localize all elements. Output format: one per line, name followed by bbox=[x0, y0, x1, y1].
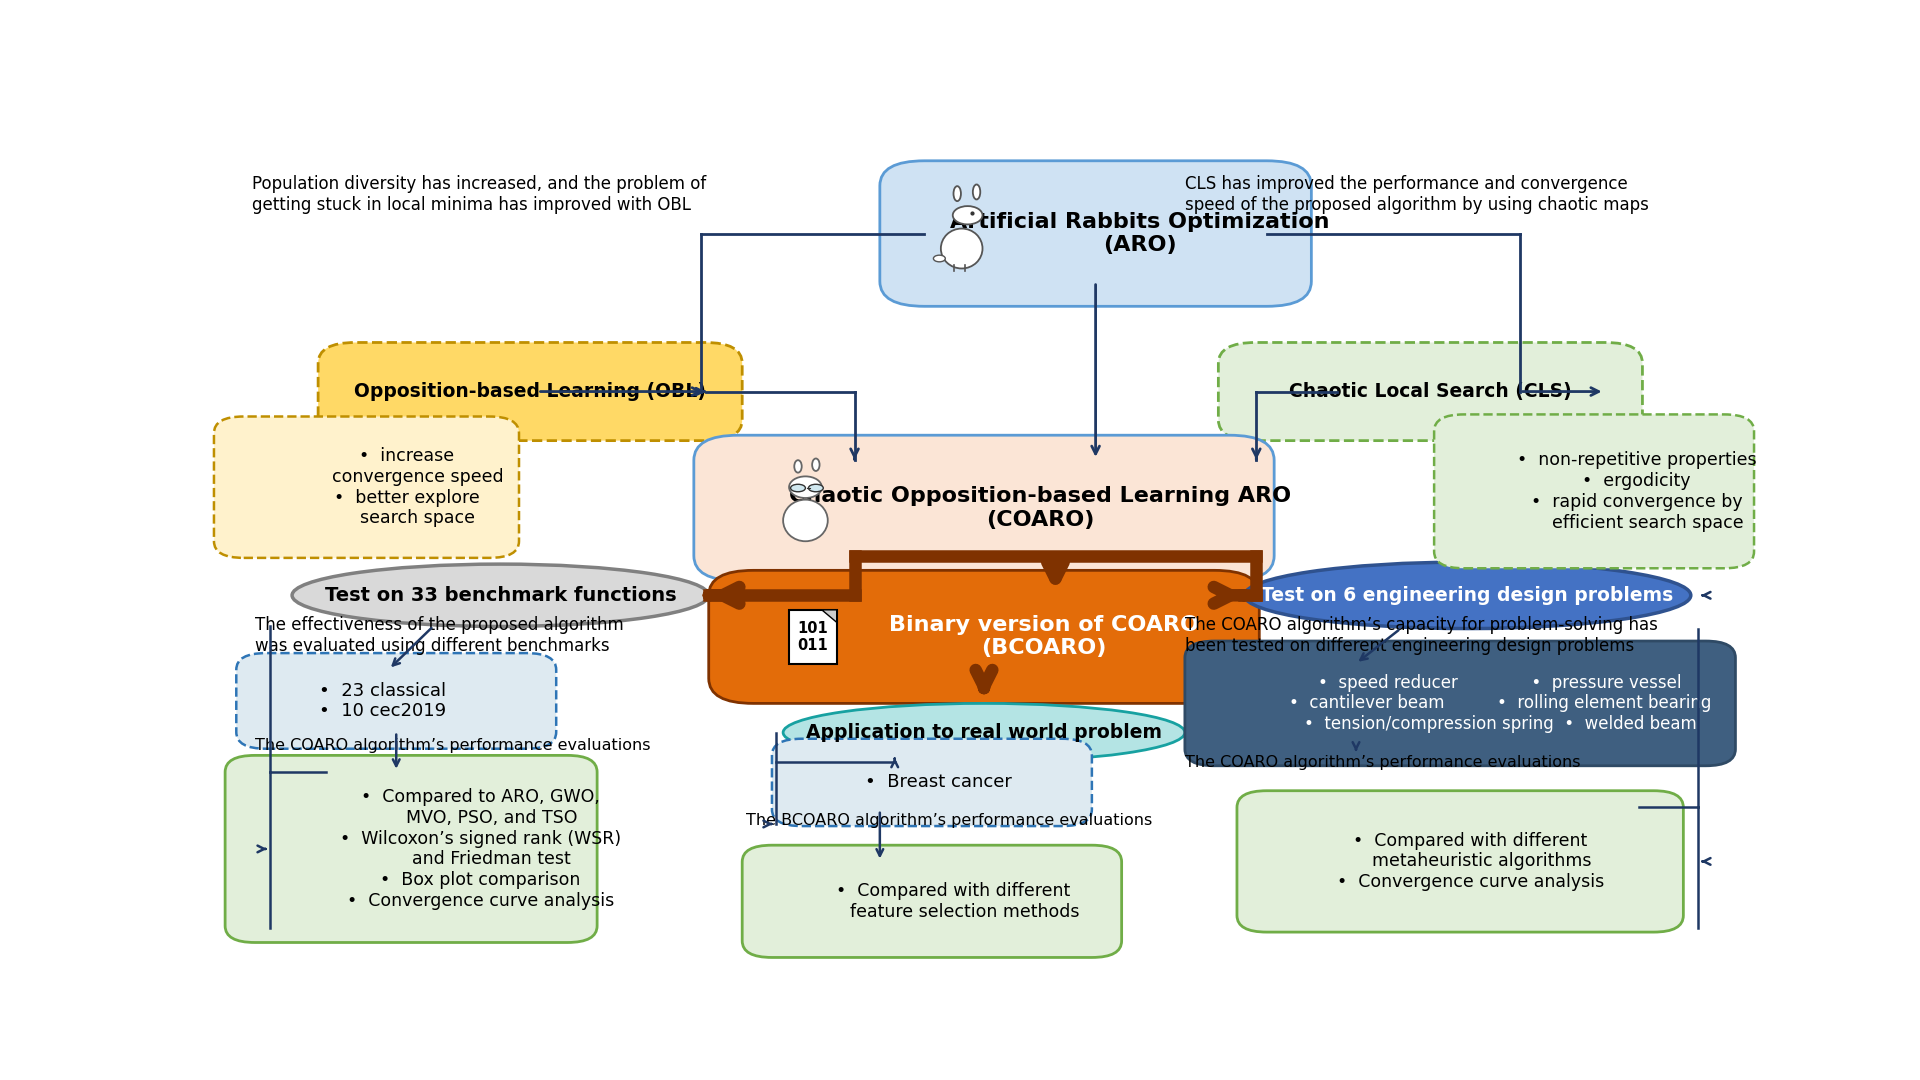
Text: Population diversity has increased, and the problem of
getting stuck in local mi: Population diversity has increased, and … bbox=[252, 175, 707, 214]
Ellipse shape bbox=[941, 229, 983, 269]
FancyBboxPatch shape bbox=[879, 161, 1311, 307]
Text: Opposition-based Learning (OBL): Opposition-based Learning (OBL) bbox=[353, 382, 707, 401]
FancyBboxPatch shape bbox=[693, 435, 1275, 581]
Text: •  increase
    convergence speed
•  better explore
    search space: • increase convergence speed • better ex… bbox=[309, 447, 503, 527]
FancyBboxPatch shape bbox=[225, 755, 597, 943]
Ellipse shape bbox=[791, 484, 806, 491]
Text: Chaotic Opposition-based Learning ARO
(COARO): Chaotic Opposition-based Learning ARO (C… bbox=[789, 486, 1292, 529]
FancyBboxPatch shape bbox=[772, 739, 1092, 826]
FancyBboxPatch shape bbox=[708, 570, 1260, 703]
Text: The COARO algorithm’s performance evaluations: The COARO algorithm’s performance evalua… bbox=[1185, 755, 1580, 770]
Text: Binary version of COARO
(BCOARO): Binary version of COARO (BCOARO) bbox=[889, 616, 1198, 659]
FancyBboxPatch shape bbox=[1236, 791, 1684, 932]
Ellipse shape bbox=[933, 255, 945, 261]
Polygon shape bbox=[822, 610, 837, 622]
Ellipse shape bbox=[783, 703, 1185, 761]
Ellipse shape bbox=[795, 460, 803, 473]
Ellipse shape bbox=[952, 206, 983, 225]
FancyBboxPatch shape bbox=[213, 417, 518, 558]
Ellipse shape bbox=[954, 186, 960, 201]
Ellipse shape bbox=[812, 459, 820, 471]
Text: Artificial Rabbits Optimization
(ARO): Artificial Rabbits Optimization (ARO) bbox=[950, 212, 1331, 255]
Text: •  speed reducer              •  pressure vessel
•  cantilever beam          •  : • speed reducer • pressure vessel • cant… bbox=[1288, 674, 1711, 733]
Ellipse shape bbox=[783, 500, 828, 541]
Ellipse shape bbox=[808, 484, 824, 491]
Text: The COARO algorithm’s performance evaluations: The COARO algorithm’s performance evalua… bbox=[255, 739, 651, 754]
Ellipse shape bbox=[1244, 562, 1692, 629]
FancyBboxPatch shape bbox=[236, 653, 557, 748]
Text: •  Compared to ARO, GWO,
    MVO, PSO, and TSO
•  Wilcoxon’s signed rank (WSR)
 : • Compared to ARO, GWO, MVO, PSO, and TS… bbox=[340, 788, 620, 910]
Ellipse shape bbox=[292, 564, 708, 626]
Text: Test on 6 engineering design problems: Test on 6 engineering design problems bbox=[1261, 585, 1674, 605]
Text: The BCOARO algorithm’s performance evaluations: The BCOARO algorithm’s performance evalu… bbox=[745, 813, 1152, 828]
Ellipse shape bbox=[789, 476, 822, 498]
Text: The effectiveness of the proposed algorithm
was evaluated using different benchm: The effectiveness of the proposed algori… bbox=[255, 616, 624, 654]
Text: •  Breast cancer: • Breast cancer bbox=[864, 773, 1012, 792]
FancyBboxPatch shape bbox=[1219, 342, 1642, 441]
Text: •  non-repetitive properties
•  ergodicity
•  rapid convergence by
    efficient: • non-repetitive properties • ergodicity… bbox=[1517, 451, 1757, 531]
FancyBboxPatch shape bbox=[789, 610, 837, 664]
Text: Chaotic Local Search (CLS): Chaotic Local Search (CLS) bbox=[1288, 382, 1572, 401]
Ellipse shape bbox=[973, 185, 981, 200]
Text: The COARO algorithm’s capacity for problem-solving has
been tested on different : The COARO algorithm’s capacity for probl… bbox=[1185, 616, 1657, 654]
Text: •  23 classical
•  10 cec2019: • 23 classical • 10 cec2019 bbox=[319, 681, 445, 720]
FancyBboxPatch shape bbox=[319, 342, 743, 441]
Text: CLS has improved the performance and convergence
speed of the proposed algorithm: CLS has improved the performance and con… bbox=[1185, 175, 1649, 214]
Text: •  Compared with different
    feature selection methods: • Compared with different feature select… bbox=[828, 882, 1079, 921]
FancyBboxPatch shape bbox=[1185, 642, 1736, 766]
Text: 101
011: 101 011 bbox=[797, 621, 828, 653]
FancyBboxPatch shape bbox=[1434, 415, 1755, 568]
Text: •  Compared with different
    metaheuristic algorithms
•  Convergence curve ana: • Compared with different metaheuristic … bbox=[1336, 832, 1603, 891]
Text: Application to real world problem: Application to real world problem bbox=[806, 723, 1162, 742]
FancyBboxPatch shape bbox=[743, 846, 1121, 958]
Text: Test on 33 benchmark functions: Test on 33 benchmark functions bbox=[324, 585, 676, 605]
